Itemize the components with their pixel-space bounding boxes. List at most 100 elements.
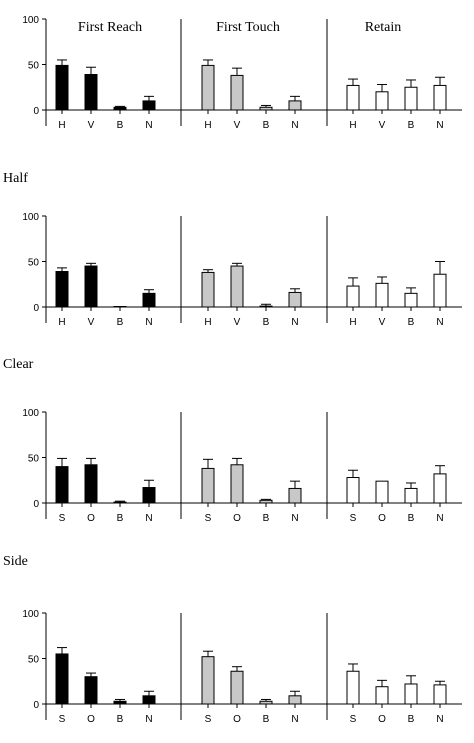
category-label: B xyxy=(408,513,415,524)
bar xyxy=(201,64,215,111)
bar xyxy=(346,670,360,705)
category-label: S xyxy=(205,513,212,524)
category-label: H xyxy=(349,120,356,131)
category-label: B xyxy=(408,120,415,131)
category-label: V xyxy=(379,317,386,328)
category-label: B xyxy=(117,317,124,328)
bar xyxy=(404,292,418,308)
category-label: B xyxy=(263,120,270,131)
bar xyxy=(259,106,273,111)
bar xyxy=(346,84,360,111)
category-label: B xyxy=(117,120,124,131)
chart-row-0: First Reach First Touch Retain 0 50 100 H V B N H V… xyxy=(22,15,462,131)
bar xyxy=(84,464,98,504)
category-label: O xyxy=(87,714,95,725)
bar xyxy=(84,74,98,111)
category-label: S xyxy=(59,714,66,725)
bar xyxy=(201,467,215,504)
category-label: V xyxy=(234,120,241,131)
category-label: V xyxy=(88,317,95,328)
row-title: Side xyxy=(3,554,28,569)
bar xyxy=(201,271,215,308)
category-label: N xyxy=(145,513,152,524)
y-tick-label: 0 xyxy=(33,303,39,314)
category-label: N xyxy=(291,120,298,131)
category-label: S xyxy=(59,513,66,524)
bar xyxy=(433,473,447,504)
category-label: B xyxy=(408,317,415,328)
row-title: Half xyxy=(3,171,28,186)
bar xyxy=(113,700,127,705)
category-label: H xyxy=(58,317,65,328)
bar xyxy=(230,74,244,111)
bar xyxy=(375,282,389,308)
y-tick-label: 100 xyxy=(22,15,39,26)
bar xyxy=(346,477,360,504)
bar xyxy=(288,695,302,705)
bar xyxy=(259,700,273,705)
bar xyxy=(230,265,244,308)
bar xyxy=(201,656,215,705)
category-label: B xyxy=(263,513,270,524)
panel-title: First Touch xyxy=(216,20,280,35)
category-label: N xyxy=(145,317,152,328)
bar xyxy=(142,292,156,308)
category-label: N xyxy=(436,714,443,725)
category-label: B xyxy=(408,714,415,725)
bar xyxy=(142,695,156,705)
category-label: H xyxy=(349,317,356,328)
category-label: B xyxy=(117,714,124,725)
category-label: H xyxy=(204,317,211,328)
chart-row-3: Side 0 50 100 S O B N S O B N S O B N xyxy=(3,554,462,725)
bar xyxy=(433,684,447,705)
category-label: B xyxy=(117,513,124,524)
bar xyxy=(375,91,389,111)
y-tick-label: 0 xyxy=(33,106,39,117)
category-label: N xyxy=(436,120,443,131)
category-label: N xyxy=(145,714,152,725)
bar xyxy=(142,487,156,504)
bar xyxy=(259,499,273,504)
category-label: N xyxy=(436,513,443,524)
bar xyxy=(375,686,389,705)
category-label: V xyxy=(234,317,241,328)
category-label: B xyxy=(263,317,270,328)
category-label: H xyxy=(204,120,211,131)
bar xyxy=(288,291,302,308)
category-label: N xyxy=(145,120,152,131)
category-label: S xyxy=(350,714,357,725)
y-tick-label: 50 xyxy=(28,454,40,465)
bar xyxy=(288,487,302,504)
category-label: O xyxy=(233,513,241,524)
bar xyxy=(55,466,69,504)
category-label: S xyxy=(205,714,212,725)
category-label: O xyxy=(378,714,386,725)
bar xyxy=(142,100,156,111)
y-tick-label: 0 xyxy=(33,700,39,711)
bar xyxy=(404,86,418,111)
category-label: H xyxy=(58,120,65,131)
category-label: N xyxy=(291,513,298,524)
y-tick-label: 0 xyxy=(33,499,39,510)
bar xyxy=(113,306,127,308)
bar xyxy=(55,64,69,111)
bar xyxy=(433,273,447,308)
y-tick-label: 50 xyxy=(28,61,40,72)
bar xyxy=(230,464,244,504)
category-label: B xyxy=(263,714,270,725)
category-label: N xyxy=(291,317,298,328)
category-label: O xyxy=(378,513,386,524)
category-label: O xyxy=(233,714,241,725)
bar xyxy=(259,305,273,308)
y-tick-label: 100 xyxy=(22,212,39,223)
bar xyxy=(288,100,302,111)
y-tick-label: 50 xyxy=(28,258,40,269)
bar xyxy=(404,487,418,504)
chart-row-1: Half 0 50 100 H V B N H V B N H V B N xyxy=(3,171,462,328)
y-tick-label: 100 xyxy=(22,408,39,419)
bar xyxy=(113,106,127,111)
bar xyxy=(346,285,360,308)
bar xyxy=(55,271,69,308)
bar xyxy=(375,480,389,504)
category-label: V xyxy=(379,120,386,131)
